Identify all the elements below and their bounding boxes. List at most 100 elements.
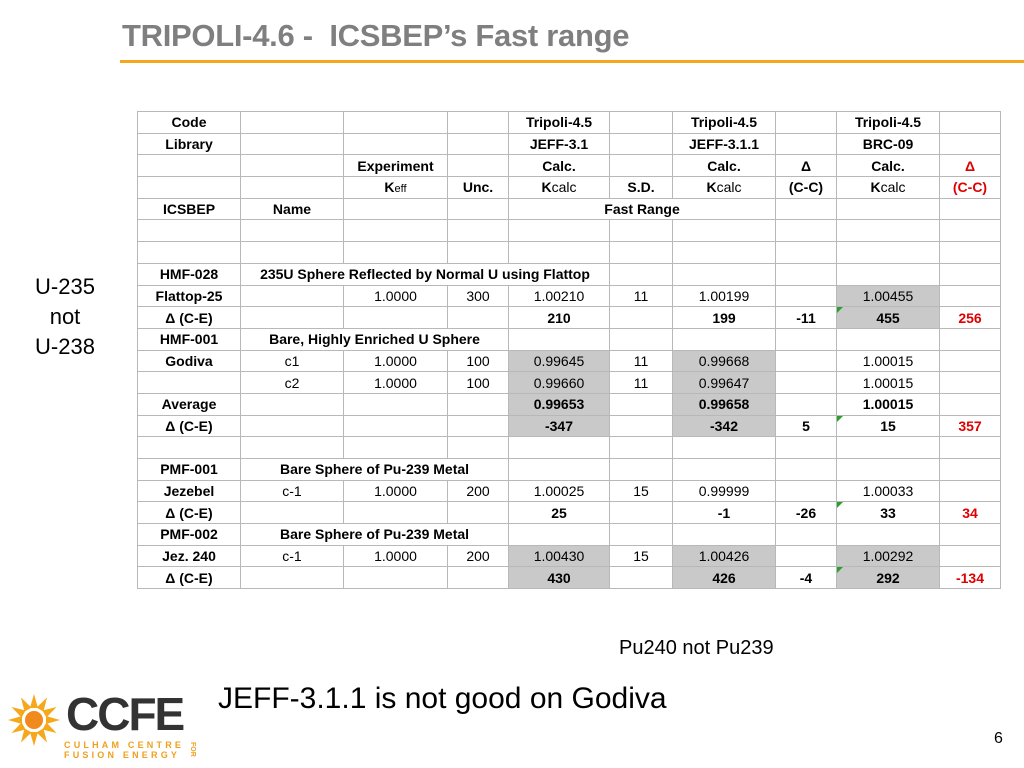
kcalc-jeff31: 0.99660 — [508, 371, 610, 394]
kcalc-jeff311: 0.99668 — [672, 349, 776, 373]
case-name: Flattop-25 — [137, 284, 241, 308]
icsbep-label: ICSBEP — [137, 197, 241, 221]
empty-cell — [240, 392, 344, 416]
table-row-column-types: Experiment Calc. Calc. Δ Calc. Δ — [137, 154, 1001, 178]
calc-header-2: Calc. — [672, 154, 776, 178]
empty-cell — [775, 371, 837, 394]
empty-cell — [508, 327, 610, 351]
kcalc-jeff311: 0.99999 — [672, 479, 776, 503]
table-row: Jezebel c-1 1.0000 200 1.00025 15 0.9999… — [137, 479, 1001, 503]
calc-subscript: calc — [551, 179, 577, 196]
exp-unc: 100 — [447, 371, 509, 394]
kcalc-header-2: Kcalc — [672, 176, 776, 199]
empty-cell — [939, 219, 1001, 243]
empty-cell — [672, 458, 776, 481]
delta-jeff31: 210 — [508, 306, 610, 329]
sunburst-icon — [8, 694, 60, 746]
side-note-line-1: U-235 — [35, 274, 95, 299]
delta-jeff311: 199 — [672, 306, 776, 329]
side-note-line-2: not — [49, 304, 81, 329]
table-row-code: Code Tripoli-4.5 Tripoli-4.5 Tripoli-4.5 — [137, 111, 1001, 134]
empty-cell — [240, 176, 344, 199]
empty-cell — [609, 154, 673, 178]
eff-subscript: eff — [394, 183, 407, 196]
empty-cell — [775, 349, 837, 373]
library-value-2: JEFF-3.1.1 — [672, 132, 776, 156]
empty-cell — [609, 219, 673, 243]
kcalc-brc09: 1.00015 — [836, 371, 940, 394]
kcalc-brc09: 1.00015 — [836, 349, 940, 373]
table-row-delta: Δ (C-E) -347 -342 5 15 357 — [137, 414, 1001, 438]
exp-keff: 1.0000 — [343, 284, 448, 308]
empty-cell — [775, 197, 837, 221]
delta-cc-2: 256 — [939, 306, 1001, 329]
empty-cell — [447, 154, 509, 178]
logo-wordmark: CCFE — [66, 688, 185, 740]
delta-brc09: 292 — [836, 566, 940, 590]
benchmark-id: PMF-002 — [137, 523, 241, 546]
empty-cell — [508, 219, 610, 243]
empty-cell — [447, 436, 509, 459]
table-row: Flattop-25 1.0000 300 1.00210 11 1.00199… — [137, 284, 1001, 308]
delta-label: Δ (C-E) — [137, 566, 241, 590]
delta-cc-2: 34 — [939, 501, 1001, 525]
empty-cell — [609, 132, 673, 156]
table-row-delta: Δ (C-E) 210 199 -11 455 256 — [137, 306, 1001, 329]
benchmark-description: 235U Sphere Reflected by Normal U using … — [240, 262, 610, 286]
table-row-average: Average 0.99653 0.99658 1.00015 — [137, 392, 1001, 416]
empty-cell — [775, 132, 837, 156]
calc-header-1: Calc. — [508, 154, 610, 178]
empty-cell — [939, 132, 1001, 156]
empty-cell — [447, 566, 509, 590]
empty-cell — [240, 154, 344, 178]
kcalc-brc09: 1.00292 — [836, 544, 940, 568]
page-number: 6 — [994, 730, 1003, 747]
empty-cell — [609, 327, 673, 351]
table-row-pmf001-header: PMF-001 Bare Sphere of Pu-239 Metal — [137, 458, 1001, 481]
pu240-note: Pu240 not Pu239 — [619, 637, 774, 659]
empty-cell — [836, 262, 940, 286]
empty-cell — [447, 132, 509, 156]
kcalc-jeff311: 1.00426 — [672, 544, 776, 568]
empty-cell — [775, 327, 837, 351]
sd-value: 15 — [609, 544, 673, 568]
sd-value: 11 — [609, 349, 673, 373]
k-letter: K — [706, 179, 717, 196]
case-id: c1 — [240, 349, 344, 373]
table-row-hmf028-header: HMF-028 235U Sphere Reflected by Normal … — [137, 262, 1001, 286]
empty-cell — [939, 544, 1001, 568]
code-value-2: Tripoli-4.5 — [672, 111, 776, 134]
benchmark-id: HMF-028 — [137, 262, 241, 286]
side-note-line-3: U-238 — [35, 334, 95, 359]
table-row-blank — [137, 436, 1001, 459]
empty-cell — [447, 392, 509, 416]
table-row-icsbep: ICSBEP Name Fast Range — [137, 197, 1001, 221]
empty-cell — [939, 523, 1001, 546]
empty-cell — [672, 436, 776, 459]
exp-keff: 1.0000 — [343, 371, 448, 394]
empty-cell — [447, 414, 509, 438]
empty-cell — [609, 414, 673, 438]
empty-cell — [939, 327, 1001, 351]
delta-header-1: Δ — [775, 154, 837, 178]
exp-unc: 200 — [447, 479, 509, 503]
empty-cell — [672, 262, 776, 286]
calc-header-3: Calc. — [836, 154, 940, 178]
empty-cell — [775, 111, 837, 134]
empty-cell — [939, 458, 1001, 481]
empty-cell — [609, 111, 673, 134]
keff-header: Keff — [343, 176, 448, 199]
delta-label: Δ (C-E) — [137, 501, 241, 525]
delta-brc09: 33 — [836, 501, 940, 525]
delta-brc09: 455 — [836, 306, 940, 329]
k-letter: K — [870, 179, 881, 196]
cc-header-1: (C-C) — [775, 176, 837, 199]
table-row-delta: Δ (C-E) 25 -1 -26 33 34 — [137, 501, 1001, 525]
empty-cell — [137, 154, 241, 178]
empty-cell — [775, 523, 837, 546]
kcalc-jeff31: 1.00430 — [508, 544, 610, 568]
empty-cell — [672, 219, 776, 243]
code-value-3: Tripoli-4.5 — [836, 111, 940, 134]
empty-cell — [836, 523, 940, 546]
empty-cell — [240, 436, 344, 459]
